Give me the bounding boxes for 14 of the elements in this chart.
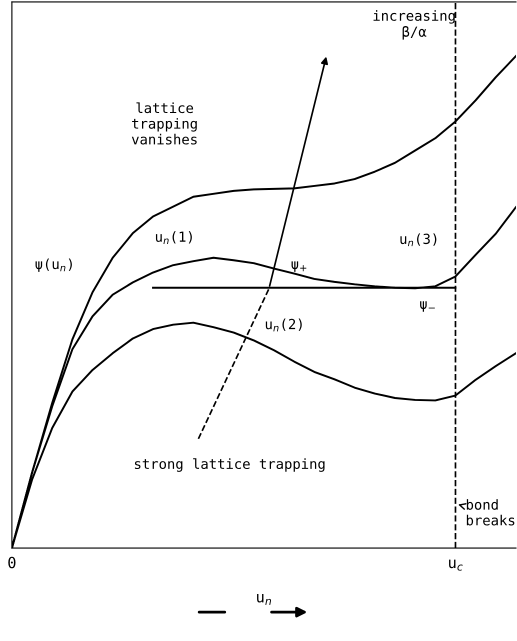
annotation: lattice trapping vanishes bbox=[132, 102, 197, 145]
x-tick-label: u$_{c}$ bbox=[449, 560, 463, 571]
text: increasing β/α bbox=[374, 10, 455, 40]
annotation: u$_{n}$(3) bbox=[400, 233, 436, 246]
annotation: strong lattice trapping bbox=[134, 458, 325, 472]
annotation: ψ$_{−}$ bbox=[420, 301, 435, 312]
annotation: ψ$_{+}$ bbox=[292, 261, 306, 272]
text: u$_{n}$ bbox=[257, 594, 271, 605]
annotation: u$_{n}$(2) bbox=[266, 318, 302, 332]
annotation: ψ(u$_{n}$) bbox=[36, 258, 72, 272]
text: (1) bbox=[172, 231, 192, 244]
ref-line-label: bond breaks bbox=[466, 499, 514, 526]
x-axis-title: u$_{n}$ bbox=[156, 234, 169, 244]
x-tick-label: 0 bbox=[8, 556, 16, 568]
